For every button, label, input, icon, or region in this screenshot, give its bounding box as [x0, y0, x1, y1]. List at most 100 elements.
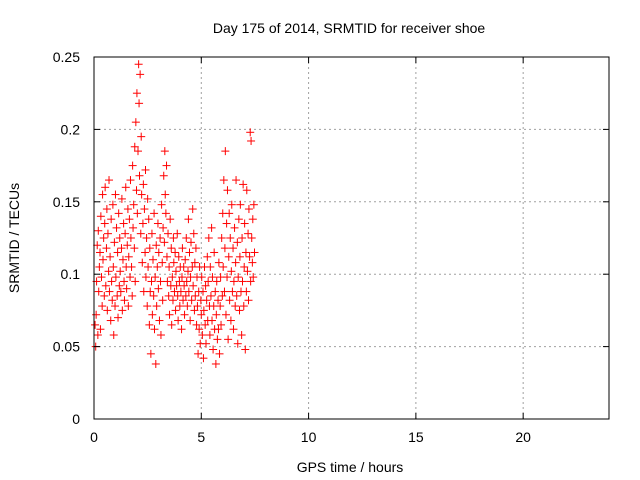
data-point — [156, 277, 165, 286]
data-point — [96, 325, 105, 334]
data-point — [113, 291, 122, 300]
data-point — [132, 89, 141, 98]
data-point — [249, 273, 258, 282]
data-point — [135, 99, 144, 108]
x-tick-label: 10 — [301, 429, 317, 445]
data-point — [129, 223, 138, 232]
data-point — [102, 244, 111, 253]
data-point — [201, 281, 210, 290]
data-point — [150, 325, 159, 334]
chart-title: Day 175 of 2014, SRMTID for receiver sho… — [213, 20, 486, 36]
data-point — [147, 229, 156, 238]
data-point — [174, 252, 183, 261]
data-point — [188, 205, 197, 214]
data-point — [225, 296, 234, 305]
data-point — [232, 291, 241, 300]
data-point — [213, 335, 222, 344]
data-point — [178, 244, 187, 253]
data-point — [186, 238, 195, 247]
data-point — [203, 252, 212, 261]
data-point — [187, 296, 196, 305]
data-point — [146, 349, 155, 358]
data-point — [100, 219, 109, 228]
data-point — [183, 267, 192, 276]
data-point — [199, 306, 208, 315]
data-point — [159, 223, 168, 232]
data-point — [126, 234, 135, 242]
data-point — [141, 273, 150, 282]
data-point — [214, 258, 223, 267]
data-point — [190, 306, 199, 315]
data-point — [173, 229, 182, 238]
data-point — [171, 248, 180, 257]
data-point — [111, 273, 120, 282]
data-point — [240, 262, 249, 271]
data-point — [229, 277, 238, 286]
data-point — [121, 183, 130, 192]
data-point — [167, 320, 176, 329]
data-point — [149, 255, 158, 264]
data-point — [114, 313, 123, 322]
data-point — [212, 310, 221, 319]
data-point — [211, 359, 220, 368]
data-point — [217, 320, 226, 329]
data-point — [191, 291, 200, 300]
data-point — [242, 287, 251, 296]
data-point — [128, 161, 137, 170]
data-point — [206, 262, 215, 271]
data-point — [139, 180, 148, 189]
plot-frame — [93, 56, 610, 420]
data-point — [116, 287, 125, 296]
data-point — [169, 258, 178, 267]
data-point — [162, 252, 171, 261]
data-point — [229, 325, 238, 334]
data-point — [165, 262, 174, 271]
data-point — [101, 183, 110, 192]
data-point — [137, 132, 146, 141]
data-point — [141, 248, 150, 257]
data-point — [199, 287, 208, 296]
data-point — [182, 234, 191, 242]
data-point — [181, 291, 190, 300]
data-point — [143, 302, 152, 311]
data-point — [216, 302, 225, 311]
data-point — [243, 267, 252, 276]
data-point — [239, 302, 248, 311]
data-point — [194, 349, 203, 358]
data-point — [168, 296, 177, 305]
data-point — [126, 273, 135, 282]
data-point — [238, 277, 247, 286]
data-point — [236, 200, 245, 209]
data-point — [121, 229, 130, 238]
data-point — [103, 229, 112, 238]
data-point — [198, 331, 207, 340]
data-point — [120, 296, 129, 305]
data-point — [175, 302, 184, 311]
data-point — [140, 205, 149, 214]
data-point — [108, 200, 117, 209]
data-point — [126, 176, 135, 185]
data-point — [248, 258, 257, 267]
data-point — [106, 252, 115, 261]
data-point — [153, 262, 162, 271]
data-point — [227, 267, 236, 276]
data-point — [220, 287, 229, 296]
y-tick-label: 0.25 — [53, 49, 80, 65]
data-point — [232, 176, 241, 185]
data-point — [147, 277, 156, 286]
data-point — [160, 147, 169, 156]
data-point — [93, 241, 102, 250]
data-point — [184, 287, 193, 296]
data-point — [118, 255, 127, 264]
data-point — [230, 223, 239, 232]
data-point — [108, 296, 117, 305]
data-point — [156, 331, 165, 340]
data-point — [145, 244, 154, 253]
data-point — [224, 335, 233, 344]
data-point — [116, 267, 125, 276]
data-point — [151, 359, 160, 368]
data-point — [134, 60, 143, 69]
y-tick-label: 0.1 — [61, 266, 81, 282]
data-point — [179, 262, 188, 271]
data-point — [226, 234, 235, 242]
